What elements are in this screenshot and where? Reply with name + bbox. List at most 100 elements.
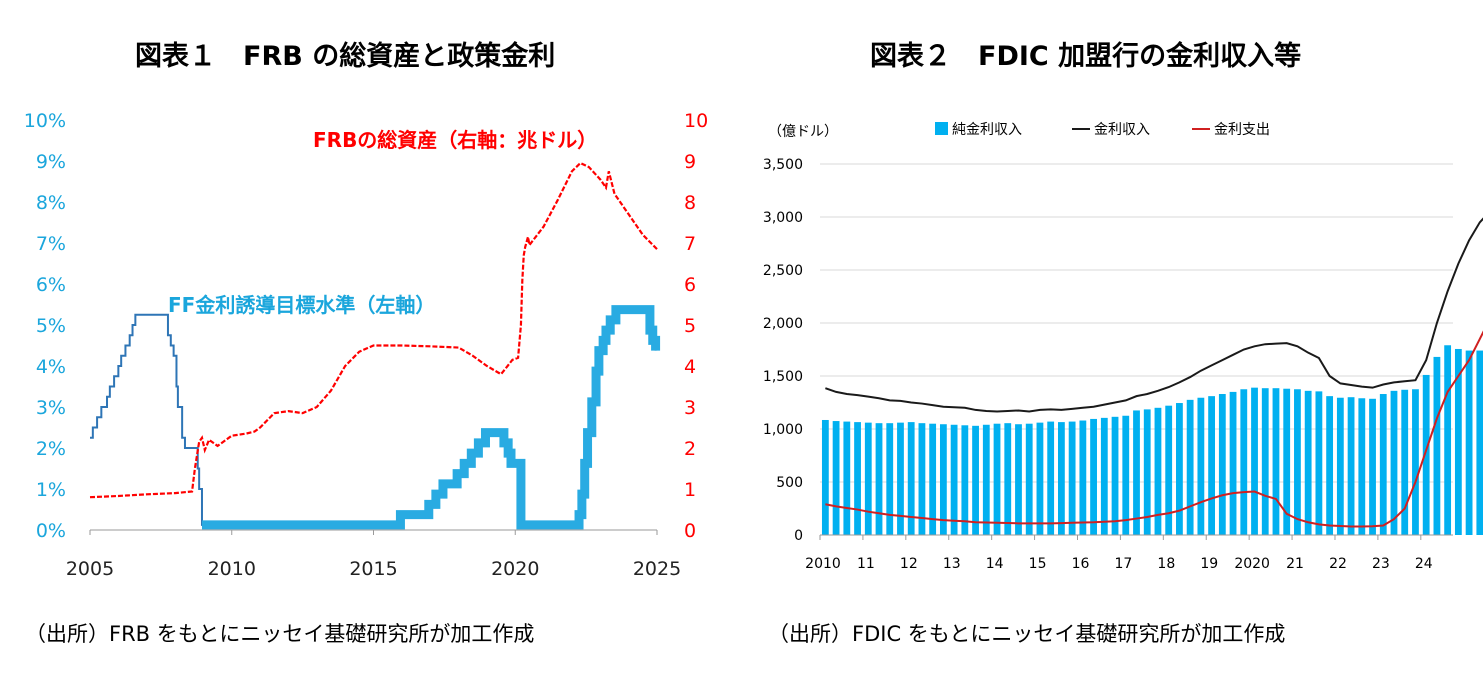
chart1-x-tick-label: 2005 (66, 558, 114, 580)
chart2-legend-label-net: 純金利収入 (952, 122, 1022, 138)
chart2-net-interest-bar (939, 424, 947, 535)
chart1-y-right-tick-label: 3 (684, 397, 696, 419)
chart2-net-interest-bar (1154, 407, 1162, 535)
chart2-net-interest-bar (1079, 420, 1087, 535)
chart2-x-tick-label: 13 (943, 556, 961, 572)
chart1-ff-rate-band (201, 305, 661, 530)
chart2-x-tick-label: 15 (1029, 556, 1047, 572)
chart2-net-interest-bar (1465, 350, 1473, 535)
chart2-net-interest-bar (1047, 421, 1055, 535)
chart2-net-interest-bar (1165, 405, 1173, 535)
chart2-net-interest-bar (1294, 389, 1301, 535)
chart2-net-interest-bar (1133, 410, 1140, 535)
chart2-net-interest-bar (1358, 398, 1366, 535)
chart2-net-interest-bar (961, 425, 969, 535)
chart1-ff-rate-label: FF金利誘導目標水準（左軸） (168, 293, 435, 317)
chart2-net-interest-bar (875, 423, 883, 535)
chart2-net-interest-bar (854, 422, 861, 535)
chart2-interest-expense-line (825, 330, 1483, 528)
chart2-net-interest-bar (1315, 391, 1323, 535)
chart1-x-tick-label: 2010 (208, 558, 256, 580)
chart2-net-interest-bar (1336, 397, 1344, 535)
chart2-y-tick-label: 3,500 (763, 157, 803, 173)
chart2-net-interest-bar (1143, 409, 1151, 535)
chart2-net-interest-bar (821, 419, 829, 535)
chart2-net-interest-bar (1251, 387, 1258, 535)
chart2-net-interest-bar (918, 423, 926, 535)
chart2-legend-label-expense: 金利支出 (1214, 122, 1270, 138)
chart2-x-tick-label: 17 (1114, 556, 1132, 572)
chart2-net-interest-bar (1422, 374, 1430, 535)
chart1-y-left-tick-label: 2% (36, 438, 66, 460)
chart2-net-interest-bar (1412, 389, 1419, 535)
chart2-net-interest-bar (1444, 345, 1452, 535)
chart2-net-interest-bar (993, 423, 1001, 535)
chart2-net-interest-bar (1369, 398, 1376, 535)
chart1-y-left-tick-label: 9% (36, 151, 66, 173)
chart2-net-interest-bar (1229, 391, 1237, 535)
chart2-net-interest-bar (1004, 423, 1012, 535)
chart2-x-tick-label: 16 (1072, 556, 1090, 572)
chart2-net-interest-bar (1347, 397, 1355, 535)
chart1-y-left-tick-label: 1% (36, 479, 66, 501)
chart2-net-interest-bar (1186, 399, 1194, 535)
chart1-x-tick-label: 2015 (349, 558, 397, 580)
chart1-y-right-tick-label: 7 (684, 233, 696, 255)
chart2-net-interest-bar (1304, 390, 1312, 535)
chart2-net-interest-bar (1090, 418, 1097, 535)
chart2-net-interest-bar (1100, 417, 1108, 535)
chart1-y-right-tick-label: 6 (684, 274, 696, 296)
chart1-y-left-tick-label: 5% (36, 315, 66, 337)
chart2-net-interest-bar (907, 422, 915, 535)
chart2-y-tick-label: 500 (776, 475, 803, 491)
chart2-net-interest-bar (1401, 389, 1409, 535)
chart2-x-tick-label: 23 (1372, 556, 1390, 572)
chart2-x-tick-label: 2020 (1234, 556, 1270, 572)
chart2-legend-label-income: 金利収入 (1094, 122, 1150, 138)
chart1-y-left-tick-label: 10% (24, 110, 66, 132)
chart2-net-interest-bar (1283, 388, 1291, 535)
chart2-x-tick-label: 12 (900, 556, 918, 572)
chart1-y-right-tick-label: 8 (684, 192, 696, 214)
chart2-net-interest-bar (1261, 388, 1269, 535)
chart1-frb-assets-line (89, 161, 658, 499)
chart2-y-axis-unit: （億ドル） (768, 124, 838, 140)
chart2-net-interest-bar (1015, 424, 1022, 535)
chart2-net-interest-bar (1025, 423, 1033, 535)
chart2-net-interest-bar (950, 424, 958, 535)
chart1-y-left-tick-label: 4% (36, 356, 66, 378)
chart2-title: 図表２ FDIC 加盟行の金利収入等 (870, 41, 1302, 72)
chart1-y-right-tick-label: 10 (684, 110, 708, 132)
chart2-net-interest-bar (1197, 397, 1205, 535)
chart2-net-interest-bar (897, 422, 904, 535)
chart2-x-tick-label: 14 (986, 556, 1004, 572)
chart2-y-tick-label: 3,000 (763, 210, 803, 226)
chart1-y-left-tick-label: 7% (36, 233, 66, 255)
chart2-net-interest-bar (1390, 390, 1398, 535)
chart2-net-interest-bar (886, 423, 894, 535)
chart1-y-right-tick-label: 2 (684, 438, 696, 460)
chart2-x-tick-label: 22 (1329, 556, 1347, 572)
chart2-y-tick-label: 0 (794, 528, 803, 544)
chart2-y-tick-label: 2,000 (763, 316, 803, 332)
chart2-x-tick-label: 24 (1415, 556, 1433, 572)
chart2-net-interest-bar (864, 422, 872, 535)
chart2-net-interest-bar (1111, 416, 1119, 535)
chart1-y-left-tick-label: 3% (36, 397, 66, 419)
chart1-x-tick-label: 2025 (633, 558, 681, 580)
chart2-net-interest-bar (832, 421, 840, 535)
chart2-net-interest-bar (1057, 422, 1065, 535)
chart2-net-interest-bar (1240, 389, 1248, 535)
chart2-net-interest-bar (1476, 350, 1483, 535)
chart2-x-tick-label: 2010 (805, 556, 841, 572)
chart1-x-tick-label: 2020 (491, 558, 539, 580)
chart2-x-tick-label: 19 (1200, 556, 1218, 572)
chart2-net-interest-bar (1068, 421, 1076, 535)
chart1-y-right-tick-label: 4 (684, 356, 696, 378)
chart2-net-interest-bar (1433, 356, 1441, 535)
chart1-y-left-tick-label: 6% (36, 274, 66, 296)
chart1-y-right-tick-label: 9 (684, 151, 696, 173)
chart2-net-interest-bar (1036, 422, 1044, 535)
chart2-net-interest-bar (1326, 396, 1334, 535)
